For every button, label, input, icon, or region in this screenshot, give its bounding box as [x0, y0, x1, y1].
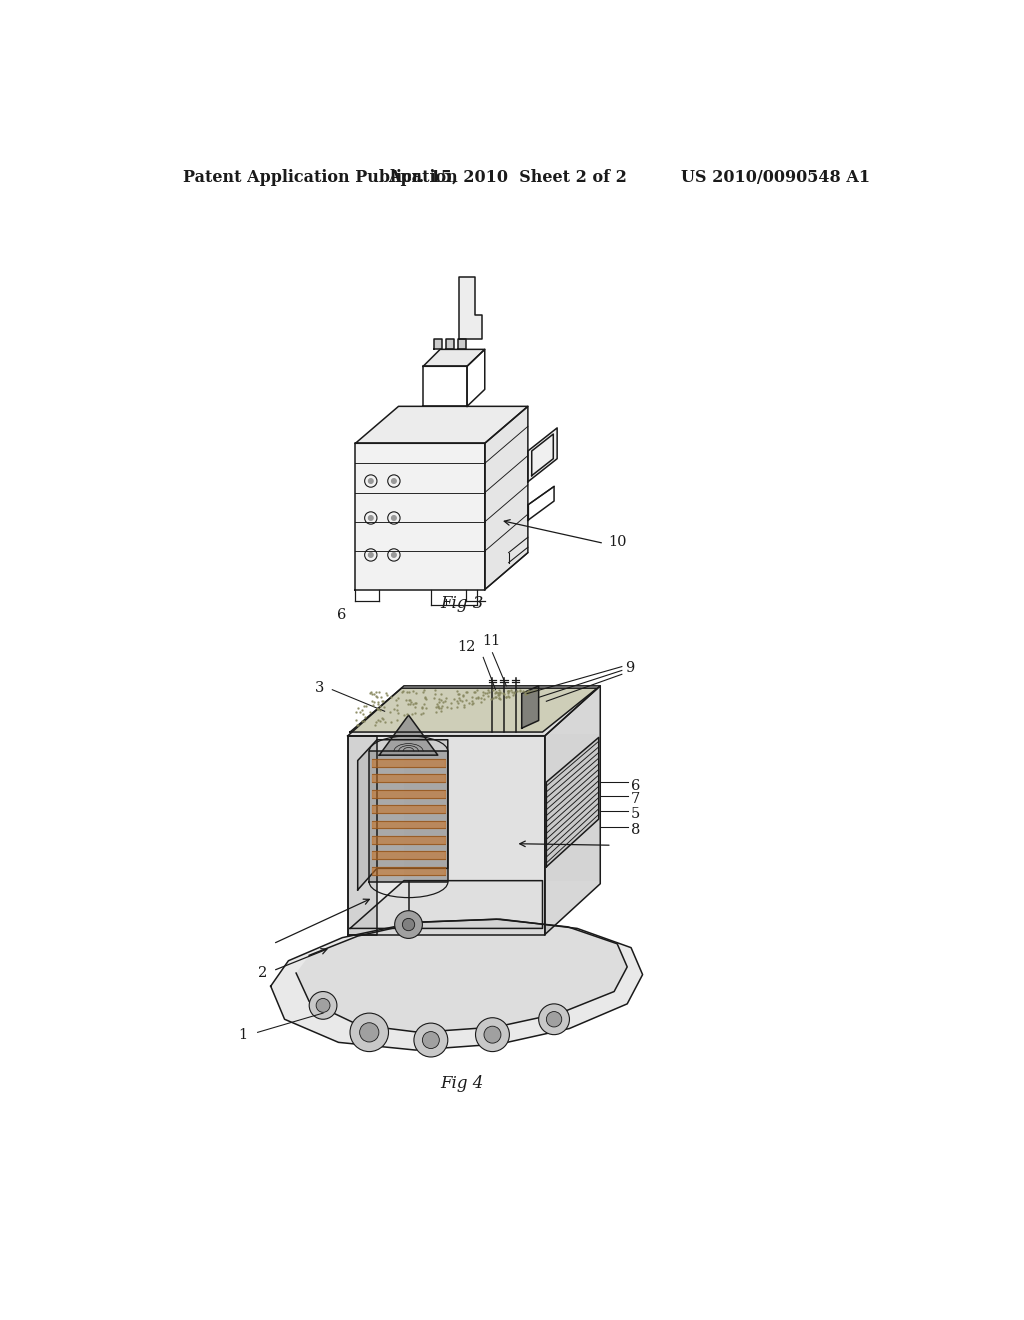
Polygon shape — [547, 738, 599, 867]
Polygon shape — [379, 715, 438, 755]
Circle shape — [391, 553, 396, 557]
Polygon shape — [355, 444, 484, 590]
Polygon shape — [423, 350, 484, 367]
Circle shape — [350, 1014, 388, 1052]
Circle shape — [369, 516, 373, 520]
Text: 5: 5 — [631, 808, 640, 821]
Circle shape — [369, 479, 373, 483]
Text: 9: 9 — [625, 661, 634, 675]
Text: 10: 10 — [608, 536, 627, 549]
Circle shape — [394, 911, 422, 939]
Text: 6: 6 — [631, 779, 640, 793]
Circle shape — [484, 1026, 501, 1043]
Circle shape — [539, 1003, 569, 1035]
Text: US 2010/0090548 A1: US 2010/0090548 A1 — [681, 169, 869, 186]
Polygon shape — [350, 688, 597, 733]
Circle shape — [475, 1018, 509, 1052]
Circle shape — [316, 998, 330, 1012]
Text: 2: 2 — [258, 966, 267, 979]
Text: 11: 11 — [482, 634, 500, 648]
Text: Fig 3: Fig 3 — [440, 595, 483, 612]
Polygon shape — [528, 428, 557, 482]
Polygon shape — [348, 686, 600, 737]
Text: 12: 12 — [457, 640, 475, 655]
Polygon shape — [521, 686, 539, 729]
Circle shape — [309, 991, 337, 1019]
Text: Fig 4: Fig 4 — [440, 1076, 483, 1093]
Polygon shape — [370, 751, 447, 882]
Polygon shape — [350, 880, 543, 928]
Polygon shape — [446, 339, 454, 350]
Circle shape — [391, 516, 396, 520]
Text: 1: 1 — [239, 1028, 248, 1041]
Text: 7: 7 — [631, 792, 640, 807]
Polygon shape — [296, 919, 628, 1032]
Polygon shape — [348, 737, 377, 935]
Polygon shape — [460, 277, 482, 339]
Circle shape — [391, 479, 396, 483]
Circle shape — [369, 553, 373, 557]
Text: Apr. 15, 2010  Sheet 2 of 2: Apr. 15, 2010 Sheet 2 of 2 — [388, 169, 628, 186]
Circle shape — [359, 1023, 379, 1041]
Circle shape — [547, 1011, 562, 1027]
Circle shape — [422, 1032, 439, 1048]
Text: 8: 8 — [631, 822, 640, 837]
Polygon shape — [545, 686, 600, 935]
Circle shape — [414, 1023, 447, 1057]
Polygon shape — [458, 339, 466, 350]
Polygon shape — [270, 919, 643, 1051]
Text: Patent Application Publication: Patent Application Publication — [183, 169, 458, 186]
Polygon shape — [348, 737, 545, 935]
Text: 3: 3 — [315, 681, 325, 696]
Polygon shape — [484, 407, 528, 590]
Circle shape — [402, 919, 415, 931]
Text: 6: 6 — [337, 609, 346, 622]
Polygon shape — [357, 739, 447, 890]
Polygon shape — [434, 339, 441, 350]
Polygon shape — [403, 734, 599, 880]
Polygon shape — [355, 407, 528, 444]
